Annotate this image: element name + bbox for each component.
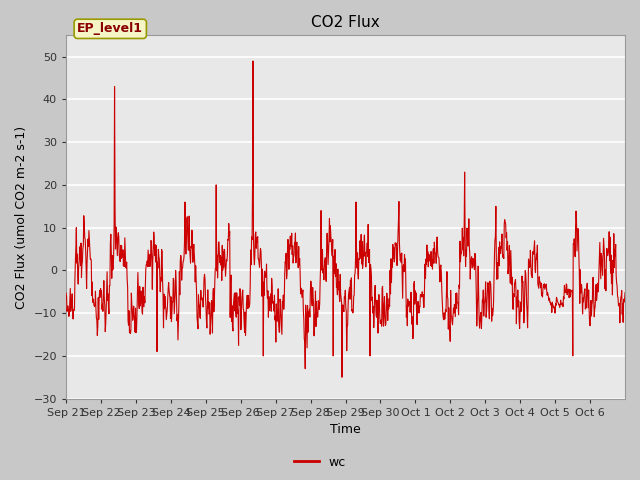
Text: EP_level1: EP_level1	[77, 23, 143, 36]
Title: CO2 Flux: CO2 Flux	[311, 15, 380, 30]
Legend: wc: wc	[289, 451, 351, 474]
X-axis label: Time: Time	[330, 423, 361, 436]
Y-axis label: CO2 Flux (umol CO2 m-2 s-1): CO2 Flux (umol CO2 m-2 s-1)	[15, 125, 28, 309]
